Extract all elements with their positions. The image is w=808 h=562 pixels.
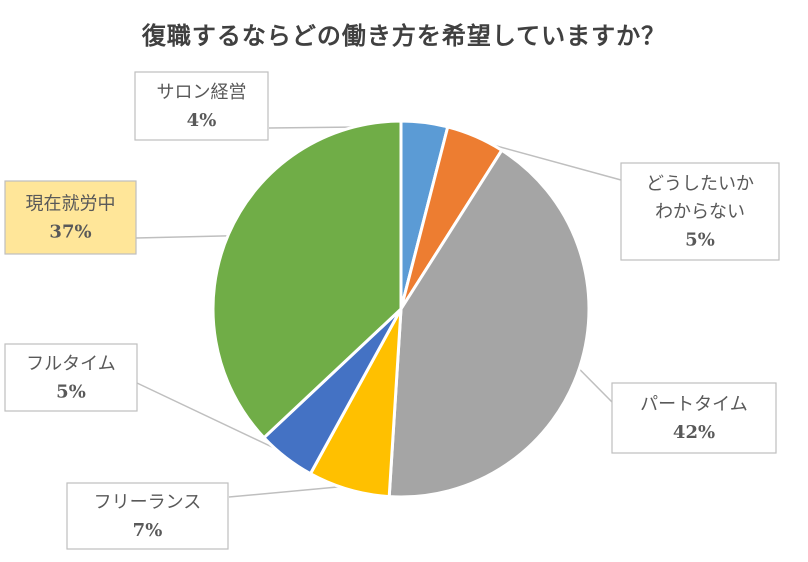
value-label: 4%: [187, 110, 217, 131]
pie-slices: [211, 119, 591, 499]
value-label: 5%: [685, 230, 715, 251]
category-label: サロン経営: [157, 82, 247, 103]
leader-line: [136, 382, 289, 456]
leader-line: [575, 365, 613, 403]
category-label: 現在就労中: [26, 194, 116, 215]
category-label: どうしたいか: [646, 174, 754, 195]
value-label: 7%: [133, 520, 163, 541]
data-label-box: [134, 71, 269, 141]
value-label: 42%: [673, 422, 715, 443]
data-label-box: [4, 180, 137, 255]
value-label: 5%: [56, 382, 86, 403]
chart-title: 復職するならどの働き方を希望していますか？: [141, 22, 667, 50]
category-label: パートタイム: [640, 394, 748, 415]
leader-line: [474, 139, 622, 181]
category-label: フリーランス: [94, 492, 202, 513]
data-label: パートタイム 42%: [611, 382, 777, 454]
data-label-box: [66, 482, 229, 550]
data-label: フルタイム 5%: [4, 343, 138, 412]
pie-slice: [211, 119, 403, 440]
data-label-box: [611, 382, 777, 454]
data-label-box: [620, 162, 780, 261]
value-label: 37%: [49, 222, 91, 243]
data-label: 現在就労中 37%: [4, 180, 137, 255]
leader-line: [135, 235, 232, 239]
data-label: サロン経営 4%: [134, 71, 269, 141]
pie-slice: [387, 148, 591, 499]
data-label-box: [4, 343, 138, 412]
category-label: わからない: [655, 202, 745, 223]
leader-line: [228, 485, 350, 498]
data-label: フリーランス 7%: [66, 482, 229, 550]
category-label: フルタイム: [26, 354, 116, 375]
